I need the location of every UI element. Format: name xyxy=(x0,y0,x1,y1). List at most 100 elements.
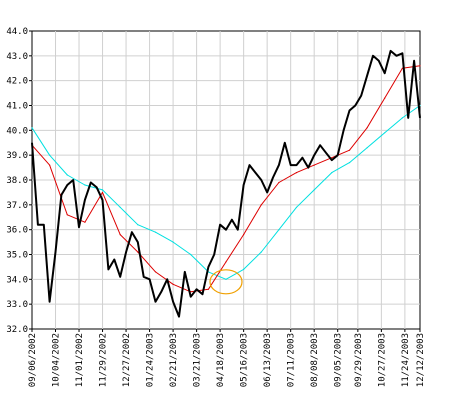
x-tick-label: 09/06/2002 xyxy=(28,333,38,387)
y-tick-label: 35.0 xyxy=(6,251,28,261)
long-moving-average-line-point xyxy=(137,224,139,226)
long-moving-average-line-point xyxy=(313,189,315,191)
annotation-layer xyxy=(209,269,243,295)
price-line-point xyxy=(119,276,121,278)
x-tick-label: 12/12/2003 xyxy=(416,333,426,387)
short-moving-average-line-point xyxy=(101,191,104,193)
price-line-point xyxy=(184,271,186,273)
y-axis: 32.0 33.0 34.0 35.0 36.0 37.0 38.0 39.0 40.0 41.0… xyxy=(6,27,32,335)
price-line-point xyxy=(290,164,292,166)
x-tick-label: 11/01/2002 xyxy=(75,333,85,387)
price-line-point xyxy=(54,251,57,253)
price-line-point xyxy=(60,194,63,196)
y-tick-label: 38.0 xyxy=(6,176,28,186)
short-moving-average-line-point xyxy=(401,67,403,69)
price-line-point xyxy=(395,55,398,57)
price-line-point xyxy=(295,164,298,166)
price-line-point xyxy=(43,224,45,226)
short-moving-average-line-point xyxy=(260,204,262,206)
price-line-point xyxy=(307,167,309,169)
x-tick-label: 09/29/2003 xyxy=(354,333,364,387)
short-moving-average-line-point xyxy=(278,181,280,184)
x-tick-label: 01/24/2003 xyxy=(146,333,156,387)
x-tick-label: 10/04/2002 xyxy=(52,333,62,387)
price-line-point xyxy=(360,95,362,97)
y-tick-label: 43.0 xyxy=(6,52,28,62)
highlight-ellipse-marker xyxy=(209,269,243,295)
short-moving-average-line-point xyxy=(172,283,174,285)
price-line-point xyxy=(196,288,198,290)
price-line-point xyxy=(31,142,33,144)
price-line-point xyxy=(413,60,415,62)
long-moving-average-line-point xyxy=(348,162,351,164)
short-moving-average-line-point xyxy=(66,214,68,216)
x-tick-label: 12/27/2002 xyxy=(122,333,132,387)
price-line-point xyxy=(390,50,392,52)
price-line-point xyxy=(72,179,74,181)
price-line-point xyxy=(325,152,327,154)
price-line-point xyxy=(248,164,251,166)
price-line-point xyxy=(366,75,368,77)
short-moving-average-line-point xyxy=(366,127,368,129)
price-line-point xyxy=(378,60,380,62)
price-line-point xyxy=(166,278,168,280)
long-moving-average-line-point xyxy=(278,229,280,231)
y-tick-label: 37.0 xyxy=(6,201,28,211)
price-line-point xyxy=(266,191,268,193)
price-line-point xyxy=(401,52,403,54)
price-line-point xyxy=(231,219,233,221)
x-tick-label: 07/11/2003 xyxy=(287,333,297,387)
long-moving-average-line-point xyxy=(101,189,104,191)
price-line-point xyxy=(84,199,86,201)
long-moving-average-line-point xyxy=(260,251,262,253)
x-tick-label: 04/18/2003 xyxy=(216,333,226,387)
series-layer xyxy=(31,49,421,318)
price-line-point xyxy=(101,199,104,201)
price-line-point xyxy=(301,157,303,159)
x-tick-label: 02/21/2003 xyxy=(169,333,179,387)
price-line-point xyxy=(78,226,80,228)
x-tick-label: 03/21/2003 xyxy=(193,333,203,387)
short-moving-average-line-point xyxy=(207,288,209,290)
price-line-point xyxy=(348,109,351,112)
price-line-point xyxy=(337,154,339,156)
long-moving-average-line-point xyxy=(190,253,192,256)
price-line-point xyxy=(354,104,356,107)
price-line-point xyxy=(201,293,204,295)
long-moving-average-line-point xyxy=(119,206,121,208)
long-moving-average-line-point xyxy=(66,174,68,176)
price-line-point xyxy=(260,179,262,181)
grid-lines xyxy=(32,31,420,329)
price-line-point xyxy=(254,172,256,174)
price-line-point xyxy=(90,181,92,184)
long-moving-average-line-point xyxy=(243,268,245,270)
price-line-point xyxy=(154,301,157,303)
y-tick-label: 33.0 xyxy=(6,300,28,310)
price-line-point xyxy=(272,176,274,179)
short-moving-average-line-point xyxy=(384,97,386,99)
long-moving-average-line-point xyxy=(401,117,403,119)
price-line-point xyxy=(278,164,280,166)
x-tick-label: 08/08/2003 xyxy=(310,333,320,387)
short-moving-average-line-point xyxy=(119,234,121,236)
short-moving-average-line-point xyxy=(419,65,421,67)
short-moving-average-line-point xyxy=(49,164,51,166)
long-moving-average-line-point xyxy=(384,132,386,134)
short-moving-average-line-point xyxy=(154,271,157,273)
price-line-point xyxy=(319,144,321,146)
y-tick-label: 40.0 xyxy=(6,126,28,136)
long-moving-average-line-point xyxy=(366,147,368,149)
x-axis: 09/06/2002 10/04/2002 11/01/2002 11/29/2002… xyxy=(28,329,426,387)
price-line-point xyxy=(284,142,286,144)
y-tick-label: 32.0 xyxy=(6,325,28,335)
x-tick-label: 09/05/2003 xyxy=(334,333,344,387)
price-line-point xyxy=(213,253,215,256)
price-line-point xyxy=(384,72,386,74)
price-line-point xyxy=(225,229,227,231)
short-moving-average-line-point xyxy=(331,157,333,159)
y-tick-label: 34.0 xyxy=(6,275,28,285)
y-tick-label: 41.0 xyxy=(6,102,28,112)
price-line-point xyxy=(178,316,180,318)
short-moving-average-line-point xyxy=(84,221,86,223)
